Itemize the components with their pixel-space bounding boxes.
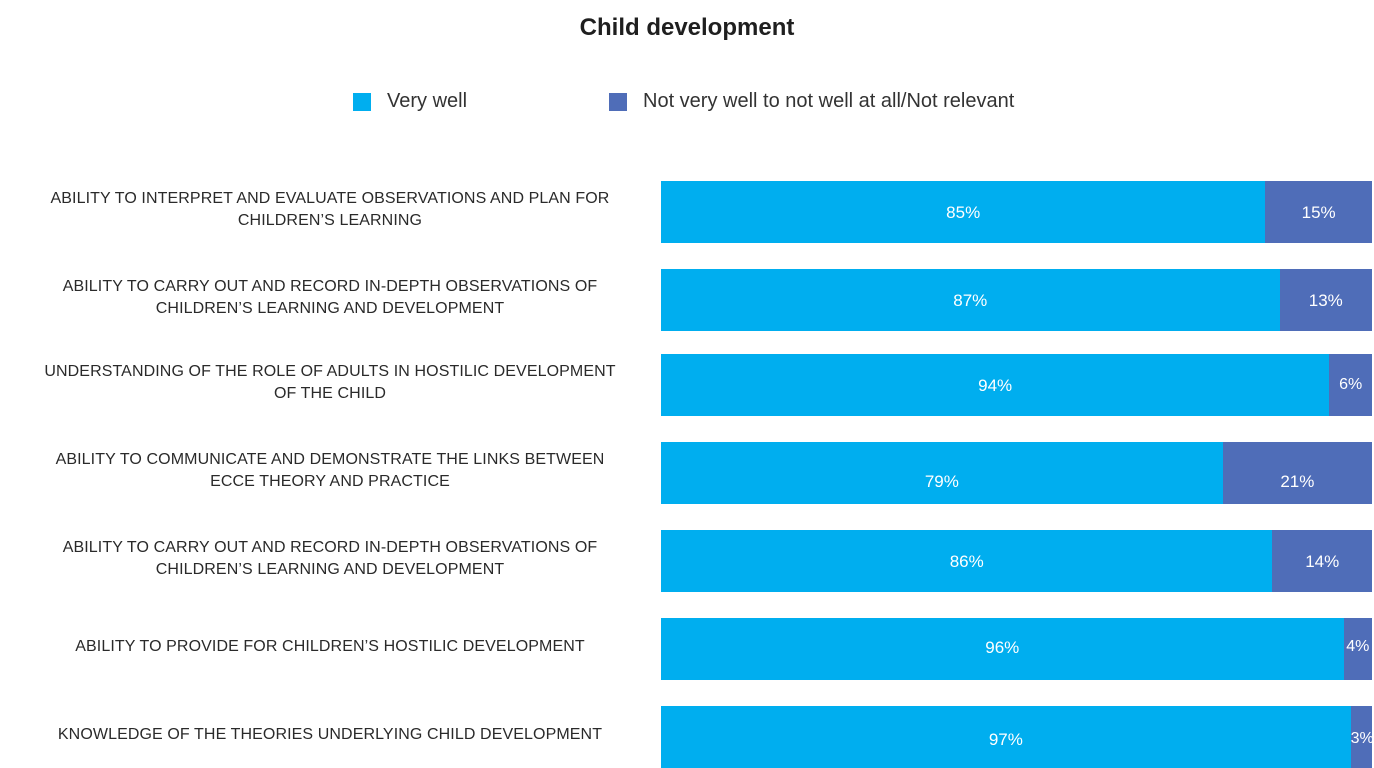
bar-segment-not-well: 21%	[1223, 442, 1372, 504]
category-label-line: ABILITY TO COMMUNICATE AND DEMONSTRATE T…	[0, 449, 660, 471]
bar-segment-not-well: 3%	[1351, 706, 1372, 768]
stacked-bar: 97% 3%	[661, 706, 1372, 768]
stacked-bar: 87% 13%	[661, 269, 1372, 331]
legend-label-very-well: Very well	[387, 90, 467, 113]
bar-segment-not-well: 13%	[1280, 269, 1372, 331]
category-label-line: UNDERSTANDING OF THE ROLE OF ADULTS IN H…	[0, 361, 660, 383]
category-label: UNDERSTANDING OF THE ROLE OF ADULTS IN H…	[0, 361, 660, 405]
stacked-bar: 86% 14%	[661, 530, 1372, 592]
category-label-line: ECCE THEORY AND PRACTICE	[0, 471, 660, 493]
legend-item-very-well: Very well	[353, 90, 467, 113]
category-label-line: ABILITY TO INTERPRET AND EVALUATE OBSERV…	[0, 188, 660, 210]
stacked-bar: 94% 6%	[661, 354, 1372, 416]
bar-segment-very-well: 96%	[661, 618, 1344, 680]
data-label: 6%	[1329, 376, 1372, 394]
data-label: 3%	[1351, 730, 1372, 748]
bar-segment-very-well: 86%	[661, 530, 1272, 592]
bar-segment-not-well: 15%	[1265, 181, 1372, 243]
category-label: ABILITY TO COMMUNICATE AND DEMONSTRATE T…	[0, 449, 660, 493]
data-label: 4%	[1344, 638, 1372, 656]
bar-segment-very-well: 85%	[661, 181, 1265, 243]
chart-legend: Very well Not very well to not well at a…	[0, 90, 1374, 116]
data-label: 86%	[661, 552, 1272, 572]
bar-segment-very-well: 94%	[661, 354, 1329, 416]
category-label-line: KNOWLEDGE OF THE THEORIES UNDERLYING CHI…	[0, 724, 660, 746]
category-label-line: CHILDREN’S LEARNING AND DEVELOPMENT	[0, 559, 660, 581]
data-label: 21%	[1223, 472, 1372, 492]
data-label: 97%	[661, 730, 1351, 750]
data-label: 13%	[1280, 291, 1372, 311]
bar-segment-not-well: 4%	[1344, 618, 1372, 680]
stacked-bar: 79% 21%	[661, 442, 1372, 504]
bar-segment-very-well: 79%	[661, 442, 1223, 504]
bar-segment-not-well: 6%	[1329, 354, 1372, 416]
data-label: 94%	[661, 376, 1329, 396]
chart-title: Child development	[0, 14, 1374, 42]
category-label: ABILITY TO INTERPRET AND EVALUATE OBSERV…	[0, 188, 660, 232]
legend-label-not-well: Not very well to not well at all/Not rel…	[643, 90, 1014, 113]
data-label: 85%	[661, 203, 1265, 223]
category-label-line: OF THE CHILD	[0, 383, 660, 405]
category-label-line: ABILITY TO CARRY OUT AND RECORD IN-DEPTH…	[0, 276, 660, 298]
category-label: KNOWLEDGE OF THE THEORIES UNDERLYING CHI…	[0, 724, 660, 746]
stacked-bar: 96% 4%	[661, 618, 1372, 680]
data-label: 14%	[1272, 552, 1372, 572]
category-label: ABILITY TO PROVIDE FOR CHILDREN’S HOSTIL…	[0, 636, 660, 658]
category-label: ABILITY TO CARRY OUT AND RECORD IN-DEPTH…	[0, 276, 660, 320]
category-label-line: CHILDREN’S LEARNING AND DEVELOPMENT	[0, 298, 660, 320]
category-label-line: ABILITY TO PROVIDE FOR CHILDREN’S HOSTIL…	[0, 636, 660, 658]
bar-segment-very-well: 87%	[661, 269, 1280, 331]
bar-segment-very-well: 97%	[661, 706, 1351, 768]
stacked-bar: 85% 15%	[661, 181, 1372, 243]
legend-item-not-well: Not very well to not well at all/Not rel…	[609, 90, 1014, 113]
category-label-line: ABILITY TO CARRY OUT AND RECORD IN-DEPTH…	[0, 537, 660, 559]
bar-segment-not-well: 14%	[1272, 530, 1372, 592]
data-label: 87%	[661, 291, 1280, 311]
data-label: 79%	[661, 472, 1223, 492]
legend-swatch-very-well	[353, 93, 371, 111]
data-label: 15%	[1265, 203, 1372, 223]
category-label-line: CHILDREN’S LEARNING	[0, 210, 660, 232]
legend-swatch-not-well	[609, 93, 627, 111]
category-label: ABILITY TO CARRY OUT AND RECORD IN-DEPTH…	[0, 537, 660, 581]
data-label: 96%	[661, 638, 1344, 658]
